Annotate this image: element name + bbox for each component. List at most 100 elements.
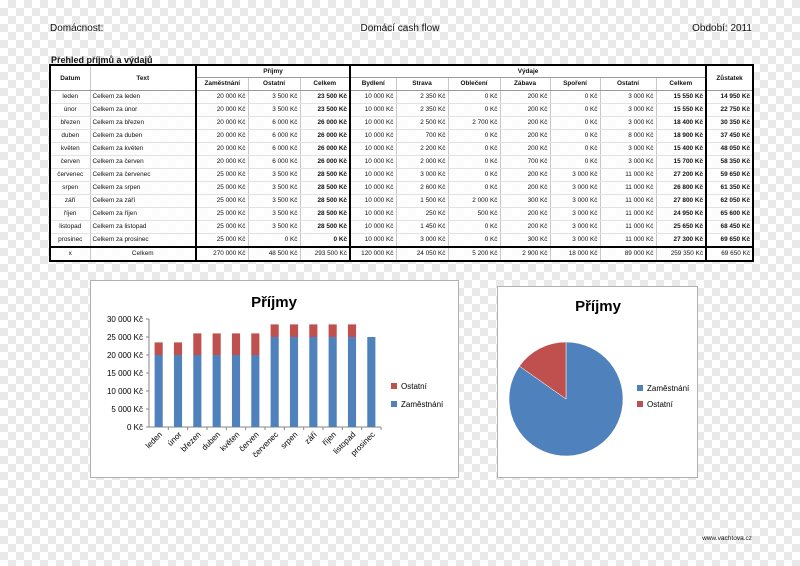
table-cell: 3 000 Kč xyxy=(549,168,600,182)
table-cell: 3 000 Kč xyxy=(599,142,656,156)
x-tick-label: duben xyxy=(200,430,222,452)
table-cell: 20 000 Kč xyxy=(195,155,248,169)
table-cell: 259 350 Kč xyxy=(655,246,707,262)
pie-chart-svg: Příjmy Zaměstnání Ostatní xyxy=(508,298,690,457)
table-cell: 10 000 Kč xyxy=(349,207,396,221)
table-cell: 2 700 Kč xyxy=(447,116,500,130)
col-header-text: Text xyxy=(89,65,196,91)
table-cell: červen xyxy=(49,155,90,169)
bar-ostatni xyxy=(251,333,260,355)
col-header-ostatni: Ostatní xyxy=(247,77,300,91)
bar-zamestnani xyxy=(193,355,202,427)
table-cell: 28 500 Kč xyxy=(299,168,350,182)
table-cell: 3 000 Kč xyxy=(599,116,656,130)
y-tick-label: 25 000 Kč xyxy=(107,333,143,342)
table-cell: září xyxy=(49,194,90,208)
table-cell: 0 Kč xyxy=(447,90,500,104)
table-cell: 0 Kč xyxy=(447,220,500,234)
table-cell: 2 600 Kč xyxy=(395,181,448,195)
table-cell: 10 000 Kč xyxy=(349,116,396,130)
col-header-zabava: Zábava xyxy=(499,77,550,91)
table-cell: Celkem za červenec xyxy=(89,168,196,182)
bar-zamestnani xyxy=(173,355,183,427)
table-cell: 25 000 Kč xyxy=(195,207,248,221)
col-header-balance: Zůstatek xyxy=(705,65,754,91)
table-cell: 120 000 Kč xyxy=(349,246,396,262)
table-cell: srpen xyxy=(49,181,90,195)
table-row: říjen Celkem za říjen 25 000 Kč 3 500 Kč 28 … xyxy=(49,207,754,221)
bar-ostatni xyxy=(347,324,357,337)
table-cell: 700 Kč xyxy=(395,129,448,143)
x-tick-label: květen xyxy=(218,430,241,453)
table-cell: 15 550 Kč xyxy=(655,103,707,117)
table-cell: 22 750 Kč xyxy=(705,103,754,117)
y-tick-label: 15 000 Kč xyxy=(107,369,143,378)
bar-ostatni xyxy=(231,333,241,355)
table-cell: 0 Kč xyxy=(447,129,500,143)
table-cell: říjen xyxy=(49,207,90,221)
bar-ostatni xyxy=(154,342,163,355)
table-cell: 11 000 Kč xyxy=(599,207,656,221)
table-cell: listopad xyxy=(49,220,90,234)
table-cell: 10 000 Kč xyxy=(349,155,396,169)
y-tick-label: 10 000 Kč xyxy=(107,387,143,396)
table-row: srpen Celkem za srpen 25 000 Kč 3 500 Kč 28 … xyxy=(49,181,754,195)
col-header-strava: Strava xyxy=(395,77,448,91)
table-cell: 27 800 Kč xyxy=(655,194,707,208)
table-cell: 0 Kč xyxy=(447,103,500,117)
table-cell: 200 Kč xyxy=(499,220,550,234)
bar-chart-title: Příjmy xyxy=(251,294,298,311)
bar-ostatni xyxy=(193,333,202,355)
table-cell: x xyxy=(49,246,90,262)
table-cell: 37 450 Kč xyxy=(705,129,754,143)
table-cell: 62 050 Kč xyxy=(705,194,754,208)
table-cell: 30 350 Kč xyxy=(705,116,754,130)
x-tick-label: srpen xyxy=(279,430,300,451)
header-period: Období: 2011 xyxy=(692,23,752,34)
table-cell: 20 000 Kč xyxy=(195,142,248,156)
col-header-celkem: Celkem xyxy=(299,77,350,91)
pie-slice-ostatni xyxy=(519,341,567,400)
legend-label-zamestnani: Zaměstnání xyxy=(401,400,444,409)
table-cell: 200 Kč xyxy=(499,168,550,182)
table-cell: Celkem za duben xyxy=(89,129,196,143)
document-title: Domácí cash flow xyxy=(360,23,440,34)
table-row: listopad Celkem za listopad 25 000 Kč 3 500… xyxy=(49,220,754,234)
table-cell: 0 Kč xyxy=(299,233,350,248)
table-cell: Celkem za říjen xyxy=(89,207,196,221)
table-cell: 3 000 Kč xyxy=(549,220,600,234)
y-tick-label: 5 000 Kč xyxy=(111,405,143,414)
table-cell: Celkem za březen xyxy=(89,116,196,130)
table-cell: 26 800 Kč xyxy=(655,181,707,195)
table-cell: 11 000 Kč xyxy=(599,220,656,234)
x-tick-label: březen xyxy=(179,430,203,454)
bar-ostatni xyxy=(309,324,318,337)
income-bar-chart: Příjmy 0 Kč 5 000 Kč 10 000 Kč 15 000 Kč 20 0… xyxy=(90,280,459,478)
table-cell: 3 000 Kč xyxy=(599,90,656,104)
group-header-expenses: Výdaje xyxy=(348,65,707,78)
table-cell: 0 Kč xyxy=(549,129,600,143)
y-tick-label: 0 Kč xyxy=(127,423,143,432)
table-cell: 700 Kč xyxy=(499,155,550,169)
table-cell: 48 500 Kč xyxy=(247,246,300,262)
table-cell: 28 500 Kč xyxy=(299,220,350,234)
table-cell: 10 000 Kč xyxy=(349,129,396,143)
table-cell: 68 450 Kč xyxy=(705,220,754,234)
table-cell: 10 000 Kč xyxy=(349,220,396,234)
table-cell: 293 500 Kč xyxy=(299,246,350,262)
table-cell: 10 000 Kč xyxy=(349,142,396,156)
bar-zamestnani xyxy=(231,355,241,427)
bar-zamestnani xyxy=(270,337,279,427)
table-row: duben Celkem za duben 20 000 Kč 6 000 Kč 26 … xyxy=(49,129,754,143)
table-cell: 3 000 Kč xyxy=(549,233,600,248)
table-row: březen Celkem za březen 20 000 Kč 6 000 Kč 2… xyxy=(49,116,754,130)
table-cell: červenec xyxy=(49,168,90,182)
table-cell: 200 Kč xyxy=(499,116,550,130)
col-header-ostatni-vydaje: Ostatní xyxy=(599,77,656,91)
section-title: Přehled příjmů a výdajů xyxy=(51,55,153,65)
table-cell: 3 500 Kč xyxy=(247,181,300,195)
table-cell: 6 000 Kč xyxy=(247,129,300,143)
table-cell: 200 Kč xyxy=(499,142,550,156)
pie-chart-title: Příjmy xyxy=(575,298,622,315)
bar-zamestnani xyxy=(212,355,221,427)
